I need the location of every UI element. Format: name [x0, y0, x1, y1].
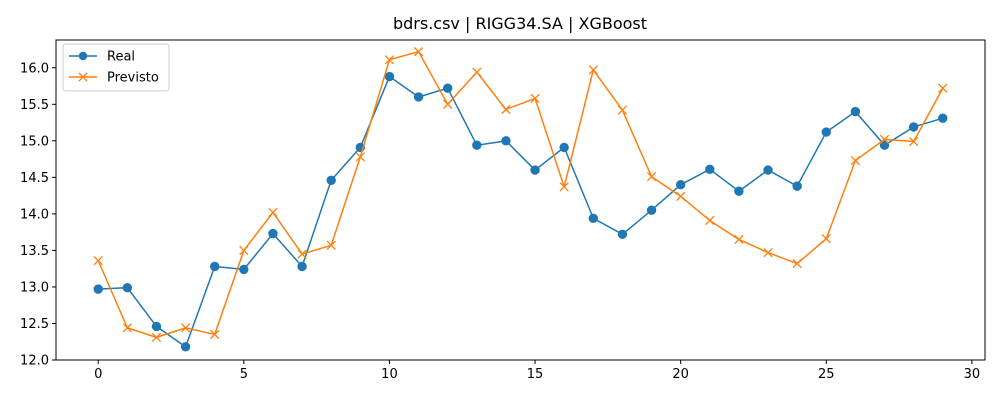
data-point-previsto	[210, 329, 220, 340]
data-point-previsto	[472, 67, 482, 77]
data-point-previsto	[151, 332, 162, 343]
data-point-previsto	[588, 65, 598, 75]
data-point-real	[908, 122, 919, 132]
data-point-real	[763, 165, 773, 175]
chart-title: bdrs.csv | RIGG34.SA | XGBoost	[393, 14, 647, 33]
x-tick-label: 30	[964, 367, 981, 382]
data-point-real	[384, 71, 395, 82]
data-point-previsto	[938, 83, 948, 93]
data-point-real	[821, 127, 831, 137]
y-tick-label: 13.5	[20, 244, 49, 259]
data-point-previsto	[879, 134, 890, 145]
data-point-previsto	[93, 255, 103, 266]
data-point-previsto	[763, 247, 773, 258]
legend-marker-real	[78, 51, 88, 61]
y-tick-label: 14.0	[20, 207, 49, 222]
x-tick-label: 0	[94, 367, 102, 382]
data-point-previsto	[413, 47, 424, 57]
x-tick-label: 25	[818, 367, 835, 382]
data-point-real	[413, 92, 424, 102]
data-point-previsto	[180, 323, 191, 333]
data-point-previsto	[850, 155, 861, 166]
x-tick-label: 20	[672, 367, 689, 382]
data-point-real	[734, 186, 744, 196]
y-tick-label: 13.0	[20, 280, 49, 295]
data-point-previsto	[326, 240, 336, 250]
y-tick-label: 16.0	[20, 61, 49, 76]
data-point-previsto	[384, 55, 395, 65]
data-point-real	[297, 261, 307, 272]
series-line-previsto	[97, 50, 944, 339]
data-point-real	[588, 213, 599, 223]
data-point-real	[705, 164, 715, 175]
data-point-real	[93, 284, 103, 294]
data-point-real	[151, 321, 162, 332]
data-point-previsto	[268, 207, 278, 218]
data-point-previsto	[239, 245, 249, 256]
data-point-real	[675, 179, 686, 190]
data-point-real	[501, 136, 511, 146]
data-point-previsto	[559, 182, 569, 192]
data-point-real	[122, 282, 133, 293]
legend: Real Previsto	[62, 43, 170, 92]
legend-label-previsto: Previsto	[107, 71, 159, 86]
data-point-previsto	[821, 234, 831, 244]
legend-marker-previsto	[78, 72, 88, 82]
data-point-real	[326, 175, 336, 185]
y-tick-label: 14.5	[20, 171, 49, 186]
data-point-real	[530, 165, 540, 175]
data-point-previsto	[792, 258, 802, 269]
data-point-previsto	[501, 104, 511, 115]
x-tick-label: 10	[381, 367, 398, 382]
data-point-previsto	[530, 93, 540, 104]
data-point-previsto	[122, 323, 133, 333]
data-point-real	[617, 229, 628, 240]
data-point-real	[239, 264, 249, 275]
data-point-previsto	[646, 171, 657, 182]
data-point-previsto	[734, 234, 744, 245]
x-tick-label: 15	[527, 367, 544, 382]
data-point-previsto	[443, 99, 453, 109]
y-tick-label: 12.0	[20, 354, 49, 369]
data-point-real	[442, 83, 453, 93]
data-point-real	[180, 342, 191, 352]
data-point-previsto	[908, 136, 919, 147]
data-point-real	[268, 228, 278, 239]
data-point-real	[792, 181, 802, 191]
data-point-previsto	[297, 249, 307, 259]
data-point-previsto	[617, 105, 628, 115]
data-point-previsto	[705, 215, 715, 226]
series-line-real	[98, 75, 943, 348]
y-tick-label: 15.0	[20, 134, 49, 149]
data-point-previsto	[355, 152, 365, 162]
data-point-real	[938, 113, 948, 123]
plot-frame	[55, 39, 986, 361]
data-point-real	[472, 140, 482, 150]
data-point-real	[879, 140, 890, 150]
y-tick-label: 15.5	[20, 98, 49, 113]
x-tick-label: 5	[240, 367, 248, 382]
data-point-real	[559, 142, 569, 153]
legend-label-real: Real	[107, 50, 135, 65]
data-point-real	[210, 261, 220, 272]
data-point-real	[850, 106, 861, 117]
data-point-real	[646, 205, 657, 215]
data-point-previsto	[676, 191, 686, 202]
y-tick-label: 12.5	[20, 317, 49, 332]
